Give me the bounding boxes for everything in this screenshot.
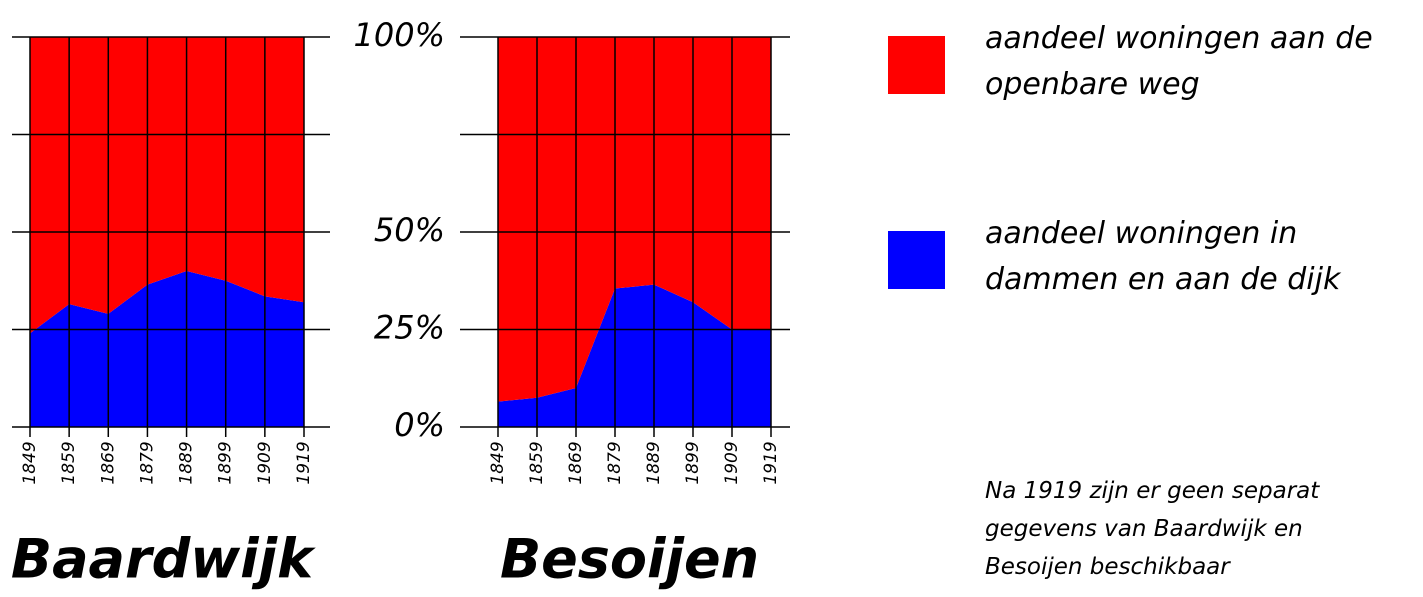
x-tick-label: 1919 <box>761 441 781 484</box>
area <box>30 271 304 427</box>
y-tick-label: 100% <box>354 16 445 54</box>
x-tick-label: 1889 <box>177 441 197 484</box>
note-line: gegevens van Baardwijk en <box>985 516 1303 542</box>
x-tick-label: 1879 <box>605 441 625 484</box>
x-tick-label: 1849 <box>488 441 508 484</box>
legend-label: aandeel woningen aan de openbare weg <box>985 21 1373 102</box>
x-tick-label: 1889 <box>644 441 664 484</box>
x-tick-label: 1859 <box>527 441 547 484</box>
x-tick-label: 1859 <box>59 441 79 484</box>
y-tick-label: 50% <box>374 211 445 249</box>
x-tick-label: 1899 <box>683 441 703 484</box>
y-tick-label: 25% <box>374 309 445 347</box>
x-tick-label: 1919 <box>294 441 314 484</box>
area <box>498 284 771 427</box>
x-tick-label: 1909 <box>722 441 742 484</box>
legend-label: aandeel woningen in dammen en aan de dij… <box>985 216 1341 297</box>
note: Na 1919 zijn er geen separat gegevens va… <box>985 472 1319 586</box>
x-tick-label: 1869 <box>566 441 586 484</box>
area <box>498 37 771 402</box>
chart-title: Besoijen <box>500 528 759 591</box>
x-tick-label: 1869 <box>98 441 118 484</box>
x-tick-label: 1879 <box>137 441 157 484</box>
y-tick-label: 0% <box>394 406 445 444</box>
note-line: Besoijen beschikbaar <box>985 554 1230 580</box>
legend-swatch-red <box>888 36 945 94</box>
x-tick-label: 1899 <box>216 441 236 484</box>
x-tick-label: 1909 <box>255 441 275 484</box>
x-tick-label: 1849 <box>20 441 40 484</box>
legend-swatch-blue <box>888 231 945 289</box>
note-line: Na 1919 zijn er geen separat <box>985 478 1320 504</box>
chart-title: Baardwijk <box>11 528 316 591</box>
area <box>30 37 304 334</box>
